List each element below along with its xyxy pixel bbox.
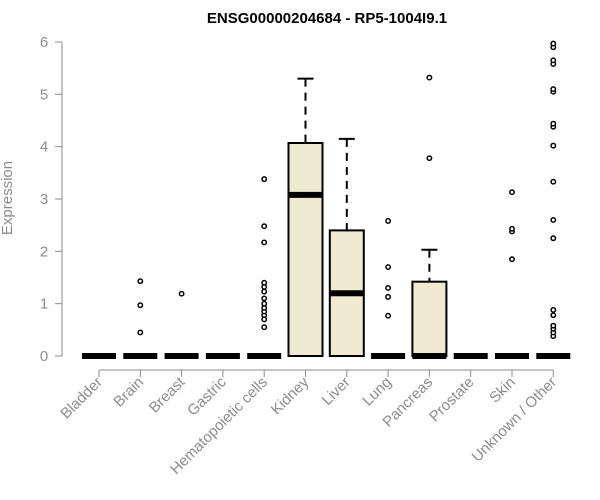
outlier-point (385, 312, 392, 319)
outlier-point (550, 57, 557, 64)
outlier-point (426, 74, 433, 81)
outlier-point (385, 264, 392, 270)
outlier-point (137, 329, 144, 336)
box-group (411, 74, 448, 359)
box-group (328, 137, 365, 357)
outlier-point (550, 312, 557, 319)
y-tick-label: 4 (40, 139, 48, 156)
outlier-point (178, 290, 185, 297)
outlier-point (261, 288, 268, 295)
box-group (123, 278, 158, 359)
outlier-point (509, 189, 515, 196)
outlier-point (550, 120, 557, 127)
outlier-point (137, 302, 144, 309)
box-group (536, 40, 571, 359)
x-tick-label: Skin (486, 374, 519, 407)
x-tick-label: Lung (359, 374, 395, 410)
outlier-point (550, 235, 557, 242)
x-tick-label: Brain (110, 374, 147, 411)
outlier-point (426, 155, 433, 162)
outlier-point (385, 293, 392, 300)
y-tick-label: 1 (40, 296, 48, 313)
outlier-point (137, 278, 144, 285)
outlier-point (385, 285, 392, 291)
outlier-point (261, 295, 268, 302)
box-group (371, 218, 406, 359)
outlier-point (261, 239, 268, 246)
outlier-point (509, 225, 515, 232)
x-tick-label: Kidney (268, 373, 313, 418)
x-tick-label: Bladder (57, 374, 106, 423)
y-tick-label: 3 (40, 191, 48, 208)
y-tick-label: 5 (40, 86, 48, 103)
chart-title: ENSG00000204684 - RP5-1004I9.1 (207, 10, 447, 27)
outlier-point (261, 223, 268, 230)
outlier-point (550, 178, 557, 185)
box-group (287, 77, 324, 357)
x-tick-label: Liver (319, 374, 354, 409)
outlier-point (261, 300, 268, 307)
box-body (411, 280, 448, 358)
box-group (164, 290, 199, 359)
outlier-point (550, 306, 557, 313)
outlier-point (550, 142, 557, 149)
box-group (495, 189, 529, 359)
y-tick-label: 0 (40, 348, 48, 365)
boxes-layer (82, 40, 571, 359)
outlier-point (261, 324, 268, 331)
outlier-point (509, 256, 515, 263)
y-tick-label: 6 (40, 34, 48, 51)
y-tick-label: 2 (40, 243, 48, 260)
outlier-point (550, 322, 557, 329)
y-axis-label: Expression (0, 161, 16, 235)
outlier-point (261, 176, 268, 183)
box-group (247, 176, 282, 359)
x-tick-label: Breast (146, 373, 189, 416)
outlier-point (261, 279, 268, 286)
box-body (287, 142, 324, 357)
outlier-point (550, 40, 557, 47)
outlier-point (550, 216, 557, 223)
x-tick-label: Prostate (426, 374, 478, 426)
outlier-point (385, 218, 392, 224)
outlier-point (550, 86, 557, 93)
